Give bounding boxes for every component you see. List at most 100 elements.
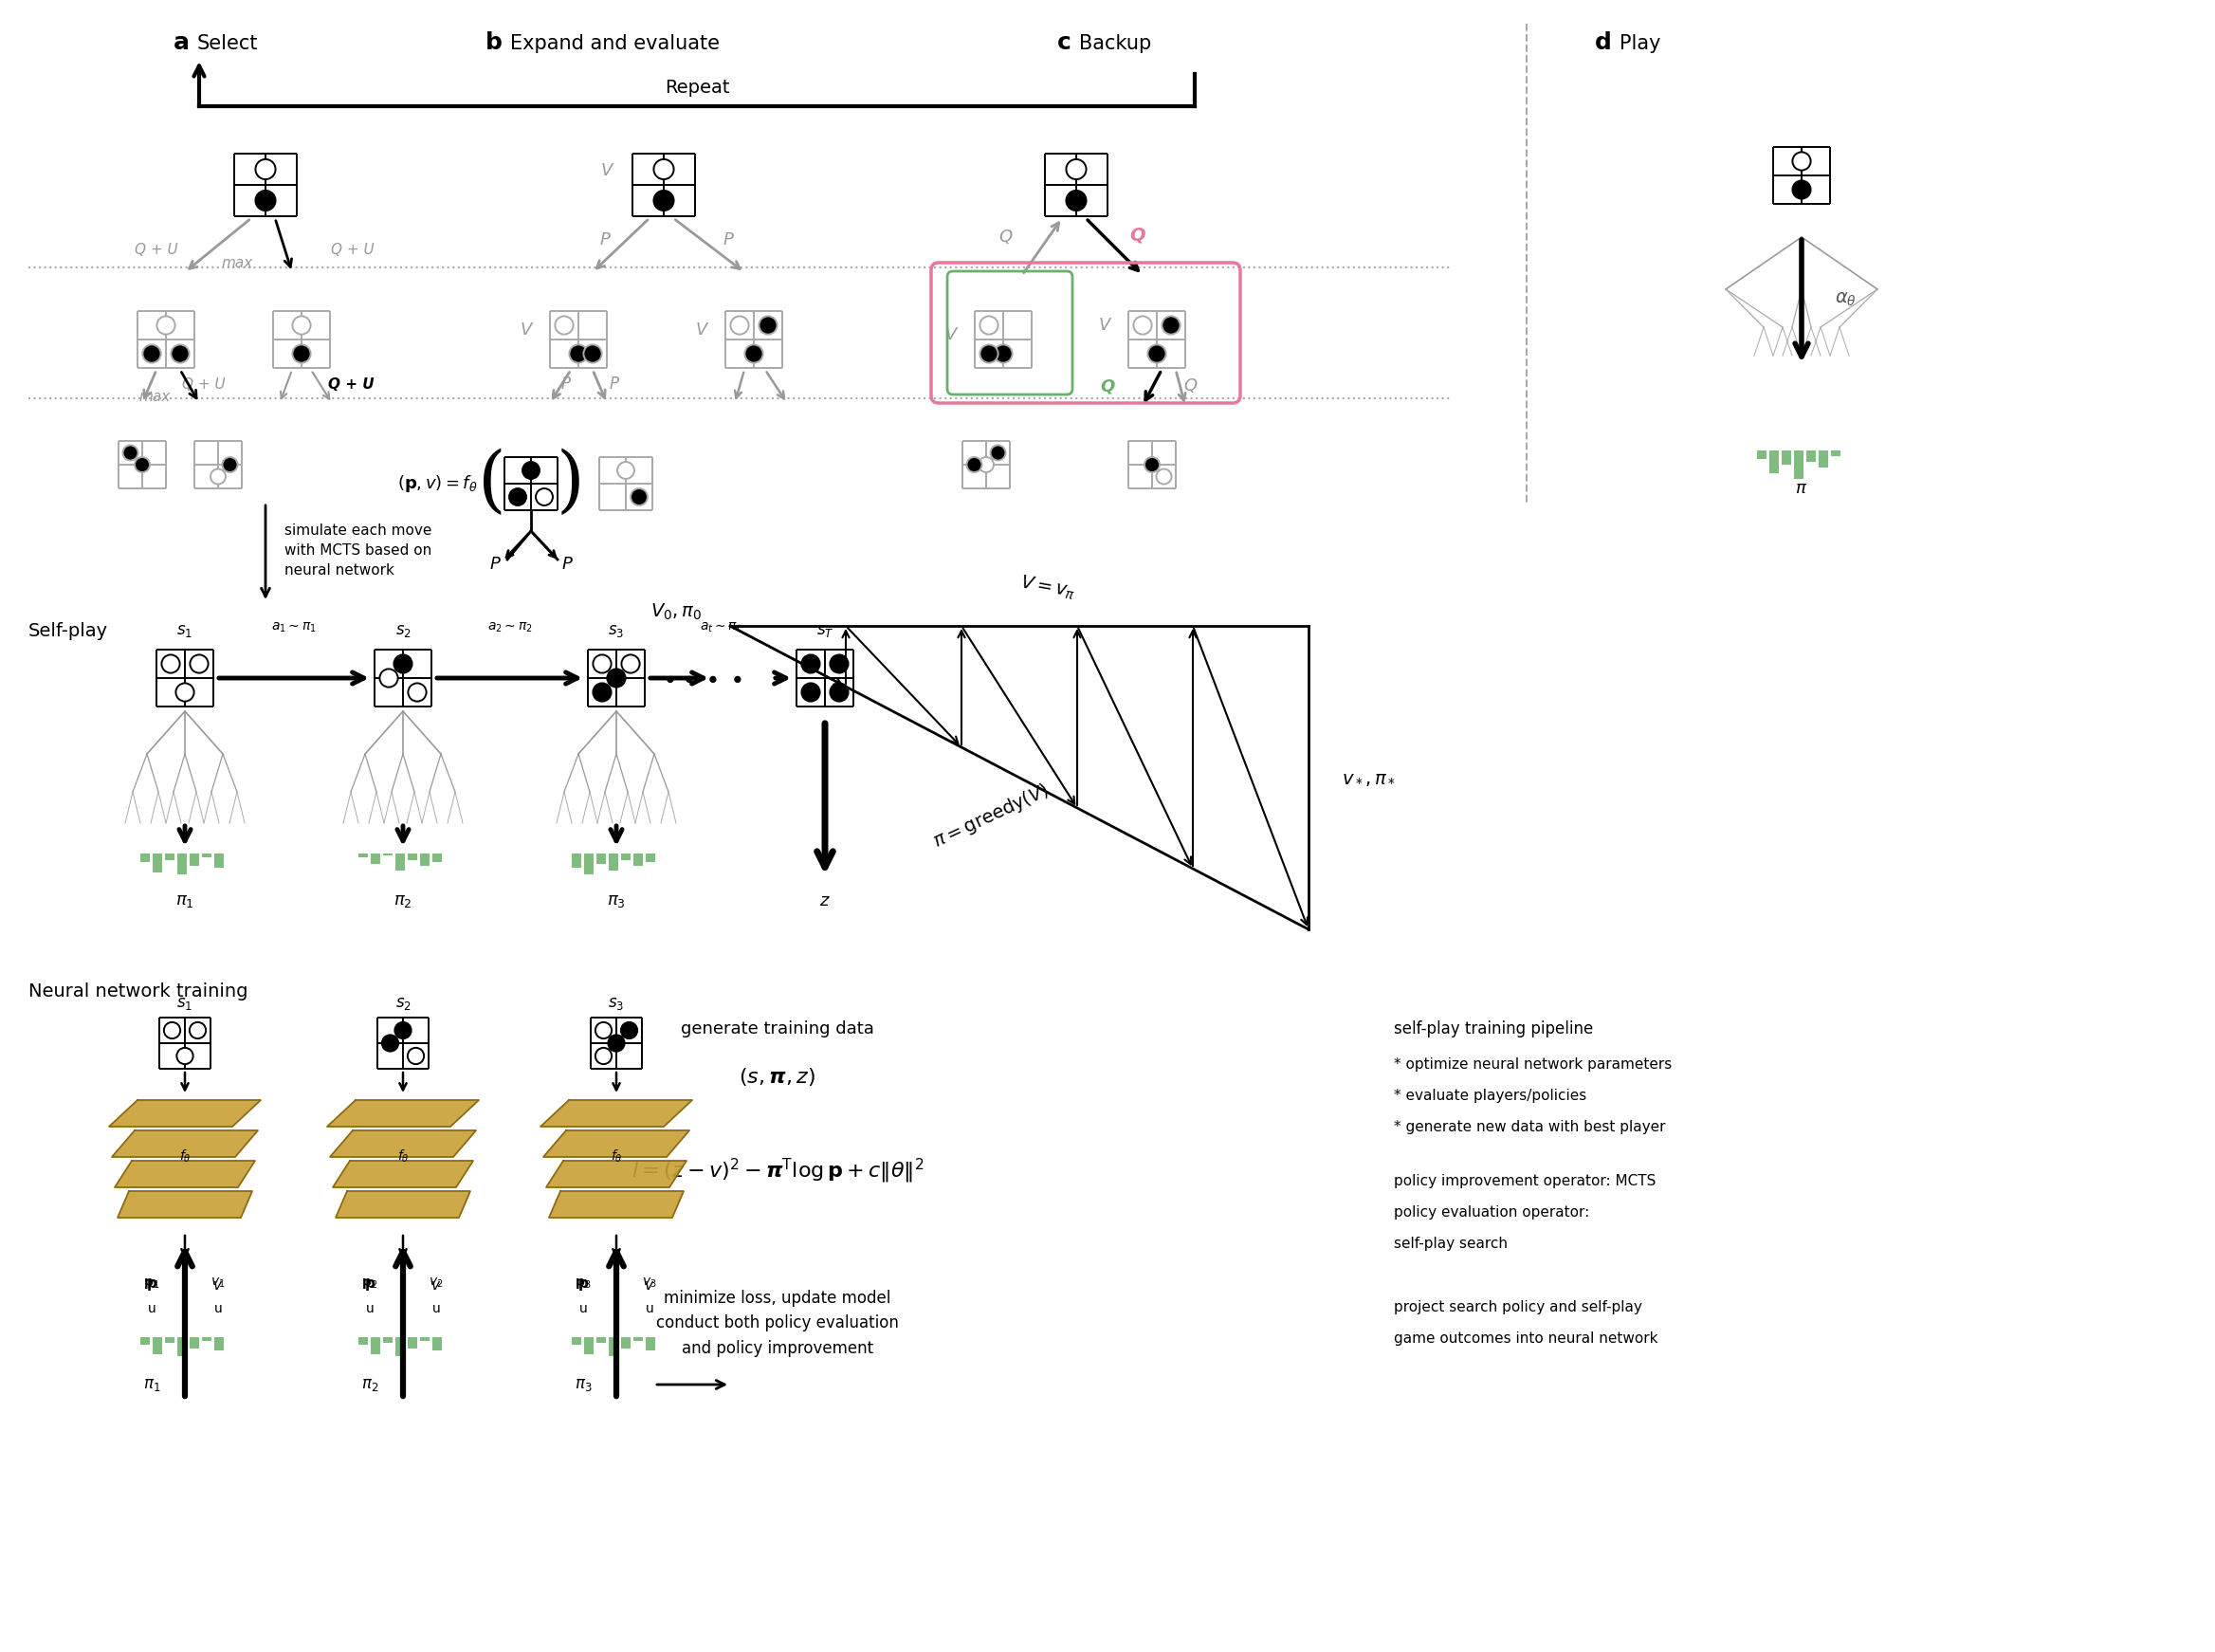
- Circle shape: [594, 684, 611, 702]
- Bar: [1819, 451, 1827, 468]
- Circle shape: [1145, 458, 1161, 472]
- Circle shape: [135, 458, 151, 472]
- Bar: [153, 1336, 162, 1355]
- Text: u: u: [578, 1302, 587, 1315]
- Text: * optimize neural network parameters: * optimize neural network parameters: [1393, 1057, 1672, 1070]
- Text: $s_1$: $s_1$: [177, 995, 193, 1013]
- Text: $z$: $z$: [820, 892, 831, 910]
- Text: $\pi = \mathrm{greedy}(V)$: $\pi = \mathrm{greedy}(V)$: [928, 780, 1052, 852]
- Bar: [164, 854, 175, 859]
- Polygon shape: [115, 1161, 255, 1188]
- Text: P: P: [609, 375, 620, 393]
- Text: $V = v_\pi$: $V = v_\pi$: [1019, 573, 1076, 603]
- Bar: [421, 854, 430, 866]
- Circle shape: [620, 1023, 638, 1039]
- Bar: [370, 854, 381, 864]
- Text: P: P: [563, 555, 571, 573]
- Polygon shape: [117, 1191, 253, 1218]
- Bar: [633, 1336, 642, 1341]
- Text: V: V: [521, 322, 532, 339]
- Circle shape: [618, 463, 633, 479]
- Text: $l=(z-v)^2 - \boldsymbol{\pi}^\mathrm{T}\log\mathbf{p}+c\|\theta\|^2$: $l=(z-v)^2 - \boldsymbol{\pi}^\mathrm{T}…: [631, 1156, 924, 1186]
- Text: Self-play: Self-play: [29, 621, 109, 639]
- Text: game outcomes into neural network: game outcomes into neural network: [1393, 1332, 1659, 1345]
- Text: $s_3$: $s_3$: [609, 623, 625, 639]
- Circle shape: [190, 654, 208, 672]
- Text: $\pi_2$: $\pi_2$: [361, 1376, 379, 1393]
- Bar: [571, 854, 580, 867]
- Bar: [596, 1336, 607, 1343]
- Text: Q: Q: [999, 228, 1012, 246]
- Polygon shape: [543, 1130, 689, 1156]
- Circle shape: [966, 458, 981, 472]
- Text: Q: Q: [1130, 226, 1145, 244]
- Circle shape: [760, 316, 777, 334]
- Bar: [647, 854, 656, 862]
- Text: Expand and evaluate: Expand and evaluate: [509, 35, 720, 53]
- Text: Q + U: Q + U: [135, 243, 177, 258]
- Circle shape: [509, 489, 527, 506]
- Text: u: u: [215, 1302, 222, 1315]
- Bar: [432, 854, 441, 862]
- Text: P: P: [560, 375, 571, 393]
- Bar: [585, 1336, 594, 1355]
- Text: $v$: $v$: [645, 1279, 656, 1292]
- Bar: [359, 1336, 368, 1345]
- Circle shape: [164, 1023, 179, 1039]
- Circle shape: [222, 458, 237, 472]
- Bar: [1794, 451, 1803, 479]
- Bar: [396, 854, 405, 871]
- Circle shape: [609, 1034, 625, 1051]
- Polygon shape: [328, 1100, 478, 1127]
- Circle shape: [292, 316, 310, 334]
- Text: $\pi_1$: $\pi_1$: [144, 1376, 159, 1393]
- Text: $V_0, \pi_0$: $V_0, \pi_0$: [651, 601, 702, 621]
- Circle shape: [1065, 159, 1085, 180]
- Text: self-play search: self-play search: [1393, 1236, 1508, 1251]
- Circle shape: [255, 159, 275, 180]
- Bar: [647, 1336, 656, 1350]
- Text: $\alpha_\theta$: $\alpha_\theta$: [1834, 289, 1856, 307]
- Text: d: d: [1595, 31, 1613, 55]
- Text: V: V: [600, 162, 614, 178]
- Bar: [202, 1336, 210, 1341]
- Text: $s_2$: $s_2$: [394, 623, 412, 639]
- Bar: [370, 1336, 381, 1355]
- Circle shape: [607, 669, 625, 687]
- Text: $\pi_3$: $\pi_3$: [607, 892, 625, 910]
- Text: Q: Q: [1101, 377, 1114, 395]
- Circle shape: [142, 345, 162, 363]
- Text: $(s, \boldsymbol{\pi}, z)$: $(s, \boldsymbol{\pi}, z)$: [740, 1066, 815, 1087]
- Text: * evaluate players/policies: * evaluate players/policies: [1393, 1089, 1586, 1102]
- Text: project search policy and self-play: project search policy and self-play: [1393, 1300, 1641, 1313]
- Circle shape: [122, 446, 137, 461]
- Text: generate training data: generate training data: [680, 1021, 875, 1037]
- Circle shape: [1147, 345, 1165, 363]
- Text: simulate each move
with MCTS based on
neural network: simulate each move with MCTS based on ne…: [284, 524, 432, 577]
- Circle shape: [171, 345, 188, 363]
- Text: $s_T$: $s_T$: [815, 623, 833, 639]
- Text: P: P: [722, 231, 733, 248]
- Circle shape: [979, 345, 999, 363]
- Text: $v$: $v$: [213, 1279, 224, 1292]
- Circle shape: [210, 469, 226, 484]
- Circle shape: [622, 654, 640, 672]
- Bar: [408, 1336, 416, 1348]
- Bar: [432, 1336, 441, 1350]
- Circle shape: [175, 684, 195, 702]
- Circle shape: [744, 345, 762, 363]
- Circle shape: [653, 159, 673, 180]
- Text: $a_2 \sim \pi_2$: $a_2 \sim \pi_2$: [487, 621, 532, 634]
- Bar: [620, 854, 631, 859]
- Text: ): ): [556, 449, 585, 519]
- Circle shape: [190, 1023, 206, 1039]
- Text: V: V: [1099, 317, 1110, 334]
- Bar: [164, 1336, 175, 1343]
- Text: b: b: [485, 31, 503, 55]
- Bar: [1805, 451, 1816, 463]
- Circle shape: [1156, 469, 1172, 484]
- Polygon shape: [113, 1130, 257, 1156]
- Polygon shape: [547, 1161, 687, 1188]
- Circle shape: [1792, 180, 1810, 198]
- Circle shape: [594, 654, 611, 672]
